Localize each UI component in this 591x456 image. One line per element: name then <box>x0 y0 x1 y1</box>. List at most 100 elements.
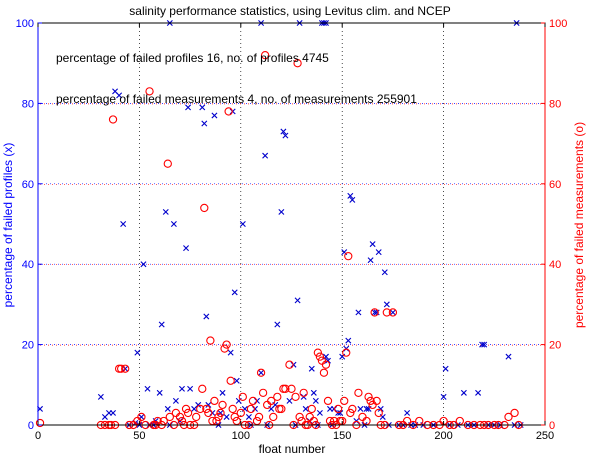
data-marks <box>35 20 524 430</box>
measurement-point-33 <box>196 404 205 414</box>
measurement-point-43 <box>216 408 225 418</box>
measurement-point-63 <box>263 400 272 410</box>
profile-point-15 <box>144 385 151 392</box>
profile-point-104 <box>381 269 388 276</box>
measurement-point-91 <box>323 396 333 406</box>
measurement-point-13 <box>137 412 146 422</box>
measurement-point-87 <box>315 352 325 361</box>
measurement-point-5 <box>108 115 118 124</box>
profile-point-101 <box>375 249 382 256</box>
profile-point-60 <box>278 208 285 215</box>
y-left-tick-label-1: 20 <box>22 340 34 352</box>
measurement-point-116 <box>382 308 391 317</box>
measurement-point-24 <box>171 408 181 418</box>
measurement-point-77 <box>295 412 304 422</box>
profile-point-27 <box>178 385 185 392</box>
profile-point-30 <box>187 385 194 392</box>
profile-point-63 <box>286 397 293 404</box>
profile-point-54 <box>258 369 265 376</box>
measurement-point-45 <box>220 344 229 353</box>
profile-point-97 <box>367 257 374 264</box>
measurement-point-105 <box>354 388 363 397</box>
measurement-point-109 <box>366 396 375 406</box>
profile-point-69 <box>302 405 309 412</box>
measurement-point-0 <box>35 418 45 428</box>
annotation-measurements: percentage of failed measurements 4, no.… <box>56 92 417 106</box>
measurement-point-36 <box>202 404 211 414</box>
y-right-tick-label-3: 60 <box>549 179 561 191</box>
profile-point-50 <box>245 413 252 420</box>
profile-point-66 <box>294 297 301 304</box>
measurement-point-29 <box>183 408 193 418</box>
profile-point-110 <box>404 409 411 416</box>
y-axis-label-left: percentage of failed profiles (x) <box>1 143 15 308</box>
profile-point-84 <box>337 409 344 416</box>
measurement-point-62 <box>260 51 270 60</box>
x-tick-label-5: 250 <box>536 430 554 442</box>
measurement-point-101 <box>344 252 353 261</box>
measurement-point-67 <box>273 392 282 402</box>
measurement-point-99 <box>340 396 349 406</box>
measurement-point-46 <box>222 340 231 349</box>
measurement-point-75 <box>291 392 300 402</box>
x-tick-label-1: 50 <box>133 430 145 442</box>
profile-point-45 <box>231 289 238 296</box>
measurement-point-108 <box>364 392 373 402</box>
profile-point-29 <box>185 104 192 111</box>
annotation-profiles: percentage of failed profiles 16, no. of… <box>56 51 329 65</box>
measurement-point-50 <box>230 412 239 422</box>
profile-point-34 <box>201 120 208 127</box>
profile-point-123 <box>479 341 486 348</box>
measurement-point-71 <box>281 384 290 393</box>
measurement-point-57 <box>248 396 258 406</box>
profile-point-89 <box>347 192 354 199</box>
measurement-point-86 <box>313 348 323 357</box>
measurement-point-102 <box>346 408 355 418</box>
profile-point-79 <box>325 357 331 364</box>
measurement-point-22 <box>165 412 174 422</box>
profile-point-43 <box>227 349 234 356</box>
measurement-point-106 <box>358 412 367 422</box>
x-tick-label-3: 150 <box>333 430 351 442</box>
profile-point-61 <box>280 128 287 135</box>
measurement-point-37 <box>204 408 213 418</box>
profile-point-7 <box>120 221 127 227</box>
profile-point-107 <box>389 309 396 316</box>
profile-point-55 <box>262 152 269 159</box>
profile-point-40 <box>217 409 224 416</box>
y-right-tick-label-5: 100 <box>549 18 567 30</box>
profile-point-99 <box>371 309 378 316</box>
measurement-point-117 <box>388 308 398 317</box>
measurement-point-69 <box>277 404 286 414</box>
profile-point-25 <box>172 397 179 404</box>
measurement-point-72 <box>285 360 294 369</box>
y-axis-label-right: percentage of failed measurements (o) <box>572 122 586 328</box>
chart-title: salinity performance statistics, using L… <box>129 4 450 18</box>
profile-point-11 <box>134 349 141 356</box>
profile-point-88 <box>345 337 352 344</box>
profile-point-95 <box>363 405 370 412</box>
profile-point-119 <box>460 389 467 396</box>
profile-point-4 <box>110 409 117 416</box>
measurement-point-112 <box>372 396 381 406</box>
measurement-point-113 <box>374 408 383 418</box>
profile-point-28 <box>183 245 190 252</box>
measurement-point-103 <box>348 404 357 414</box>
profile-point-128 <box>505 353 512 360</box>
measurement-point-38 <box>206 336 215 345</box>
profile-point-115 <box>440 393 447 400</box>
profile-point-90 <box>349 196 356 203</box>
measurement-point-52 <box>236 408 245 418</box>
measurement-point-139 <box>510 408 519 418</box>
y-left-tick-label-2: 40 <box>22 259 34 271</box>
measurement-point-35 <box>200 203 209 213</box>
measurement-point-122 <box>415 416 424 426</box>
measurement-point-73 <box>287 384 296 393</box>
y-right-tick-label-4: 80 <box>549 98 561 110</box>
measurement-point-25 <box>175 412 185 422</box>
grid <box>38 23 545 425</box>
measurement-point-90 <box>321 360 331 369</box>
profile-point-19 <box>156 389 163 396</box>
